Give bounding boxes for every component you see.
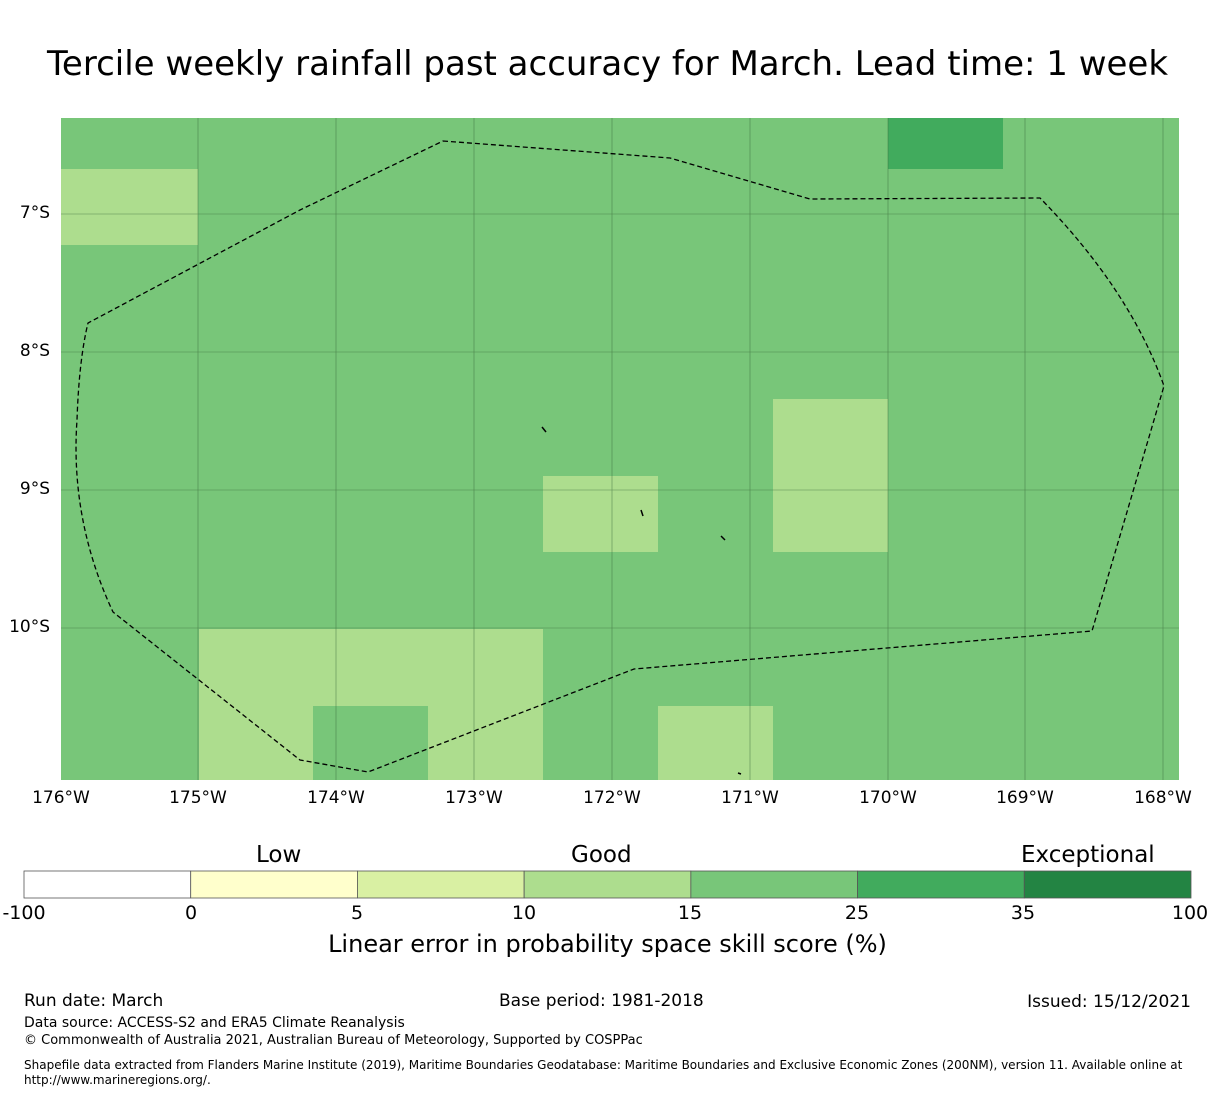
skill-cell bbox=[773, 399, 888, 552]
skill-cell bbox=[61, 169, 198, 245]
colorbar-category-exceptional: Exceptional bbox=[1021, 842, 1155, 868]
lat-label: 10°S bbox=[9, 617, 50, 637]
colorbar-category-low: Low bbox=[256, 842, 302, 868]
colorbar-category-good: Good bbox=[571, 842, 632, 868]
issued-date: Issued: 15/12/2021 bbox=[1027, 992, 1191, 1012]
lat-label: 8°S bbox=[19, 341, 50, 361]
colorbar-tick: 25 bbox=[844, 902, 870, 924]
lon-label: 174°W bbox=[307, 788, 365, 808]
lon-label: 170°W bbox=[859, 788, 917, 808]
colorbar-segment bbox=[1023, 870, 1192, 899]
skill-cell bbox=[313, 706, 428, 780]
copyright: © Commonwealth of Australia 2021, Austra… bbox=[24, 1033, 643, 1048]
colorbar-title: Linear error in probability space skill … bbox=[328, 930, 887, 958]
colorbar-segment bbox=[190, 870, 358, 899]
colorbar-tick: 35 bbox=[1010, 902, 1036, 924]
shapefile-credit: Shapefile data extracted from Flanders M… bbox=[24, 1058, 1183, 1087]
colorbar-tick: 10 bbox=[511, 902, 537, 924]
map-plot bbox=[61, 118, 1179, 780]
colorbar-tick: -100 bbox=[2, 902, 46, 924]
run-date: Run date: March bbox=[24, 991, 164, 1011]
colorbar-tick: 0 bbox=[184, 902, 198, 924]
skill-cell bbox=[543, 476, 658, 552]
lon-label: 169°W bbox=[996, 788, 1054, 808]
base-period: Base period: 1981-2018 bbox=[499, 991, 704, 1011]
island-mark bbox=[737, 772, 742, 775]
lon-label: 176°W bbox=[32, 788, 90, 808]
lon-label: 172°W bbox=[583, 788, 641, 808]
colorbar-tick: 100 bbox=[1171, 902, 1209, 924]
colorbar-segment bbox=[857, 870, 1025, 899]
lon-label: 171°W bbox=[721, 788, 779, 808]
colorbar-segment bbox=[523, 870, 692, 899]
island-mark bbox=[640, 509, 644, 517]
colorbar-segment bbox=[23, 870, 192, 899]
lat-label: 9°S bbox=[19, 479, 50, 499]
skill-cell bbox=[888, 118, 1003, 169]
gridlines bbox=[61, 118, 1179, 780]
island-mark bbox=[541, 426, 547, 433]
colorbar-segment bbox=[357, 870, 525, 899]
colorbar-segment bbox=[690, 870, 858, 899]
skill-cell bbox=[658, 706, 773, 780]
colorbar-tick: 15 bbox=[677, 902, 703, 924]
lon-label: 175°W bbox=[169, 788, 227, 808]
lon-label: 168°W bbox=[1134, 788, 1192, 808]
data-source: Data source: ACCESS-S2 and ERA5 Climate … bbox=[24, 1015, 405, 1031]
page-title: Tercile weekly rainfall past accuracy fo… bbox=[46, 44, 1169, 84]
lat-label: 7°S bbox=[19, 203, 50, 223]
island-mark bbox=[720, 535, 726, 541]
colorbar-tick: 5 bbox=[350, 902, 364, 924]
colorbar bbox=[23, 870, 1192, 899]
lon-label: 173°W bbox=[445, 788, 503, 808]
